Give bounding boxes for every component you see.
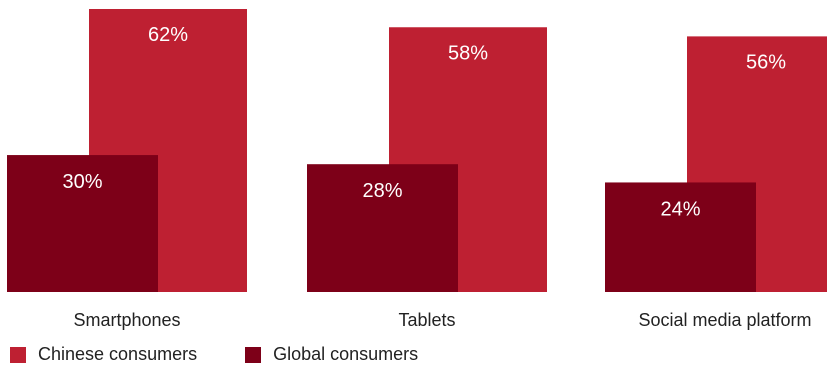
legend-swatch-global	[245, 346, 262, 363]
legend-swatch-chinese	[10, 346, 26, 363]
data-label-global-smartphones: 30%	[62, 171, 102, 193]
category-label-smartphones: Smartphones	[73, 310, 180, 330]
category-label-social-media-platform: Social media platform	[638, 310, 811, 330]
data-label-chinese-tablets: 58%	[448, 42, 488, 64]
bar-global-smartphones	[7, 155, 158, 292]
bar-global-tablets	[307, 164, 458, 292]
data-label-chinese-smartphones: 62%	[148, 24, 188, 46]
legend-label-chinese: Chinese consumers	[38, 344, 198, 364]
legend: Chinese consumers Global consumers	[10, 344, 466, 365]
data-label-chinese-social-media-platform: 56%	[746, 51, 786, 73]
category-label-tablets: Tablets	[398, 310, 455, 330]
bar-global-social-media-platform	[605, 182, 756, 292]
data-label-global-tablets: 28%	[362, 180, 402, 202]
legend-item-chinese: Chinese consumers	[10, 344, 197, 365]
legend-label-global: Global consumers	[273, 344, 419, 364]
legend-item-global: Global consumers	[245, 344, 418, 365]
data-label-global-social-media-platform: 24%	[660, 198, 700, 220]
